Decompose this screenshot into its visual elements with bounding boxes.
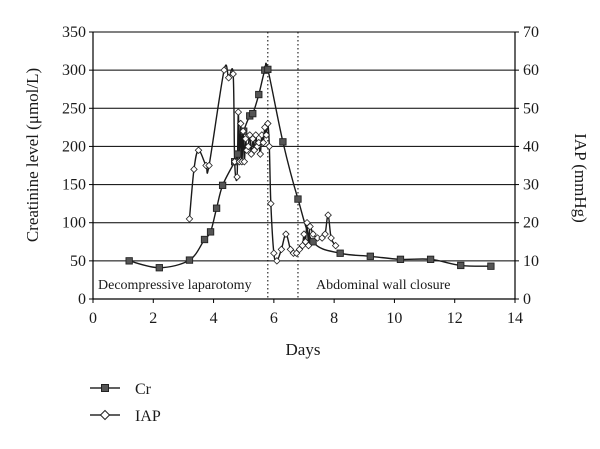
x-axis-title: Days bbox=[286, 340, 321, 359]
y-left-tick-150: 150 bbox=[62, 177, 86, 194]
marker-iap-53 bbox=[327, 234, 335, 242]
marker-cr-15 bbox=[279, 138, 287, 146]
x-tick-2: 2 bbox=[149, 310, 157, 327]
marker-cr-19 bbox=[366, 252, 374, 260]
marker-iap-2 bbox=[194, 146, 203, 155]
x-tick-12: 12 bbox=[447, 310, 463, 327]
marker-iap-9 bbox=[233, 173, 241, 181]
marker-iap-16 bbox=[241, 135, 250, 143]
marker-iap-26 bbox=[256, 150, 265, 158]
marker-cr-0 bbox=[125, 257, 133, 265]
marker-cr-5 bbox=[212, 204, 221, 212]
legend: Cr IAP bbox=[90, 381, 161, 425]
y-left-tick-0: 0 bbox=[78, 291, 86, 308]
x-tick-4: 4 bbox=[210, 310, 218, 327]
marker-iap-31 bbox=[264, 119, 272, 128]
y-left-tick-350: 350 bbox=[62, 24, 86, 41]
marker-iap-37 bbox=[282, 230, 290, 238]
marker-cr-3 bbox=[200, 235, 209, 244]
marker-cr-21 bbox=[426, 255, 435, 263]
x-tick-6: 6 bbox=[270, 310, 278, 327]
marker-iap-54 bbox=[331, 241, 340, 250]
tick-labels: 0 50 100 150 200 250 300 350 0 10 20 30 40 50 60 70 0 2 4 6… bbox=[62, 24, 539, 327]
y-left-tick-250: 250 bbox=[62, 100, 86, 117]
y-right-tick-10: 10 bbox=[523, 253, 539, 270]
marker-iap-30 bbox=[262, 131, 271, 139]
marker-iap-12 bbox=[236, 119, 245, 128]
y-left-tick-100: 100 bbox=[62, 215, 86, 232]
legend-iap-label: IAP bbox=[135, 408, 161, 425]
marker-iap-6 bbox=[224, 74, 233, 82]
marker-iap-28 bbox=[259, 138, 268, 147]
marker-cr-1 bbox=[155, 264, 163, 272]
plot-frame bbox=[89, 31, 519, 303]
series-line-cr bbox=[129, 62, 491, 269]
marker-iap-1 bbox=[190, 165, 198, 174]
y-right-tick-0: 0 bbox=[523, 291, 531, 308]
marker-iap-47 bbox=[306, 222, 314, 231]
annotation-decompressive-laparotomy: Decompressive laparotomy bbox=[98, 278, 252, 293]
annotation-abdominal-wall-closure: Abdominal wall closure bbox=[316, 278, 451, 293]
y-left-tick-50: 50 bbox=[70, 253, 86, 270]
y-right-tick-20: 20 bbox=[523, 215, 539, 232]
series-markers bbox=[125, 65, 495, 272]
marker-iap-0 bbox=[185, 215, 194, 223]
x-tick-14: 14 bbox=[507, 310, 523, 327]
marker-iap-14 bbox=[239, 127, 247, 135]
marker-iap-15 bbox=[240, 157, 249, 166]
series-lines bbox=[129, 62, 491, 269]
marker-cr-8 bbox=[234, 150, 242, 158]
marker-iap-43 bbox=[300, 230, 308, 238]
y-right-tick-50: 50 bbox=[523, 100, 539, 117]
marker-iap-10 bbox=[234, 108, 243, 116]
gridlines bbox=[93, 31, 515, 262]
x-tick-10: 10 bbox=[386, 310, 402, 327]
marker-cr-6 bbox=[218, 181, 227, 189]
marker-iap-46 bbox=[304, 241, 313, 250]
marker-iap-35 bbox=[273, 257, 281, 265]
marker-iap-18 bbox=[244, 142, 253, 151]
y-right-tick-30: 30 bbox=[523, 177, 539, 194]
y-right-tick-70: 70 bbox=[523, 24, 539, 41]
x-tick-8: 8 bbox=[330, 310, 338, 327]
marker-cr-18 bbox=[336, 249, 344, 257]
y-axis-right-title: IAP (mmHg) bbox=[571, 133, 590, 223]
y-axis-left-title: Creatinine level (μmol/L) bbox=[23, 68, 42, 242]
marker-iap-36 bbox=[277, 245, 286, 254]
legend-cr-label: Cr bbox=[135, 381, 152, 398]
marker-cr-11 bbox=[249, 109, 257, 118]
marker-cr-12 bbox=[255, 90, 263, 99]
marker-cr-22 bbox=[457, 261, 465, 270]
y-right-tick-60: 60 bbox=[523, 62, 539, 79]
marker-iap-48 bbox=[309, 230, 317, 238]
marker-cr-2 bbox=[185, 256, 194, 264]
marker-iap-7 bbox=[229, 70, 237, 78]
marker-cr-17 bbox=[309, 238, 317, 246]
marker-iap-33 bbox=[267, 199, 275, 208]
marker-iap-34 bbox=[270, 249, 278, 257]
y-right-tick-40: 40 bbox=[523, 138, 539, 155]
marker-cr-4 bbox=[206, 228, 215, 236]
legend-iap-marker bbox=[99, 409, 111, 421]
marker-cr-23 bbox=[487, 262, 495, 270]
marker-iap-5 bbox=[220, 66, 228, 74]
marker-iap-23 bbox=[252, 131, 260, 139]
marker-cr-20 bbox=[396, 255, 405, 263]
event-lines bbox=[267, 32, 299, 299]
marker-iap-51 bbox=[321, 230, 329, 238]
marker-iap-4 bbox=[205, 161, 213, 170]
marker-iap-32 bbox=[265, 142, 274, 151]
legend-cr-marker bbox=[101, 384, 109, 392]
y-left-tick-200: 200 bbox=[62, 138, 86, 155]
marker-cr-14 bbox=[264, 65, 272, 74]
marker-cr-16 bbox=[294, 195, 302, 203]
marker-iap-52 bbox=[324, 211, 332, 219]
x-tick-0: 0 bbox=[89, 310, 97, 327]
y-left-tick-300: 300 bbox=[62, 62, 86, 79]
